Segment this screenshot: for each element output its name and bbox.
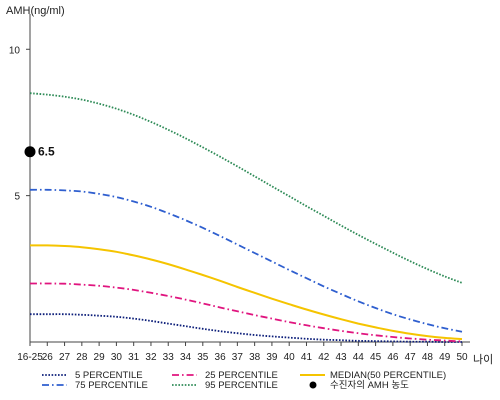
x-tick-label: 46 <box>387 352 399 363</box>
patient-marker-group: 6.5 <box>24 145 55 159</box>
x-tick-label: 40 <box>284 352 296 363</box>
x-tick-label: 30 <box>111 352 123 363</box>
axes: AMH(ng/ml) 나이 <box>6 5 493 366</box>
x-tick-label: 50 <box>456 352 468 363</box>
series-line-median-50-percentile <box>29 244 463 341</box>
y-tick-label: 10 <box>9 45 21 56</box>
x-tick-label: 43 <box>335 352 347 363</box>
series-lines <box>29 92 463 343</box>
x-tick-label: 38 <box>249 352 261 363</box>
legend-label: 25 PERCENTILE <box>205 370 278 381</box>
x-tick-label: 45 <box>370 352 382 363</box>
x-axis-title: 나이 <box>473 353 493 366</box>
y-axis-title: AMH(ng/ml) <box>6 5 65 17</box>
patient-amh-value-label: 6.5 <box>38 145 55 159</box>
x-tick-label: 48 <box>422 352 434 363</box>
x-tick-label: 35 <box>197 352 209 363</box>
x-tick-label: 39 <box>266 352 278 363</box>
x-tick-label: 29 <box>94 352 106 363</box>
x-tick-label: 36 <box>215 352 227 363</box>
x-tick-label: 28 <box>76 352 88 363</box>
x-tick-label: 33 <box>163 352 175 363</box>
x-tick-label: 31 <box>128 352 140 363</box>
x-tick-label: 16-25 <box>17 352 43 363</box>
legend-label: 75 PERCENTILE <box>75 380 148 391</box>
patient-amh-marker <box>24 146 36 158</box>
series-line-25-percentile <box>29 282 463 343</box>
x-tick-label: 37 <box>232 352 244 363</box>
legend-label: 수진자의 AMH 농도 <box>330 380 409 391</box>
series-line-75-percentile <box>29 188 463 333</box>
series-line-95-percentile <box>29 92 463 284</box>
x-tick-label: 49 <box>439 352 451 363</box>
y-tick-label: 5 <box>14 192 20 203</box>
legend-label: 95 PERCENTILE <box>205 380 278 391</box>
x-tick-label: 44 <box>353 352 365 363</box>
x-tick-label: 32 <box>145 352 157 363</box>
x-tick-label: 34 <box>180 352 192 363</box>
legend-marker-swatch <box>309 381 317 389</box>
legend-label: 5 PERCENTILE <box>75 370 143 381</box>
legend: 5 PERCENTILE 25 PERCENTILE MEDIAN(50 PERCE… <box>42 370 446 391</box>
x-tick-label: 27 <box>59 352 71 363</box>
x-tick-label: 47 <box>405 352 417 363</box>
x-tick-label: 42 <box>318 352 330 363</box>
series-line-5-percentile <box>30 313 462 343</box>
x-tick-label: 41 <box>301 352 313 363</box>
legend-label: MEDIAN(50 PERCENTILE) <box>330 370 446 381</box>
x-tick-label: 26 <box>42 352 54 363</box>
